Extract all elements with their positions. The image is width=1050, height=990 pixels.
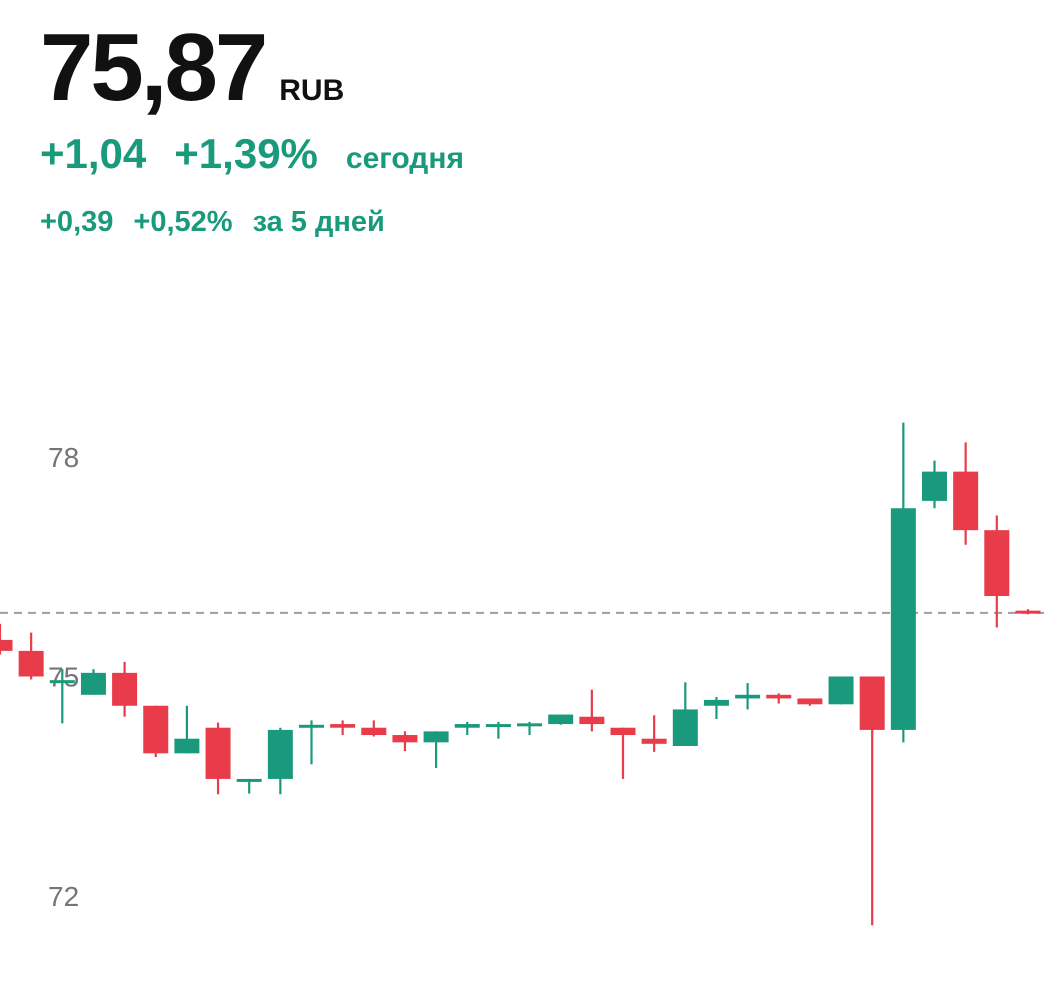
y-tick-label: 72 <box>48 881 79 912</box>
candle[interactable] <box>579 689 605 732</box>
candle[interactable] <box>641 715 667 752</box>
candle[interactable] <box>0 623 13 655</box>
candle-body <box>953 471 979 531</box>
candle-body <box>236 778 262 782</box>
candle[interactable] <box>361 720 387 737</box>
candle[interactable] <box>859 676 885 926</box>
candle[interactable] <box>485 721 511 739</box>
candle[interactable] <box>922 460 947 509</box>
candle-body <box>672 709 698 747</box>
candle-body <box>143 705 169 754</box>
candle[interactable] <box>766 693 792 704</box>
candle-body <box>49 680 75 684</box>
candle[interactable] <box>205 722 231 795</box>
candle-body <box>548 714 574 725</box>
y-tick-label: 75 <box>48 662 79 693</box>
candle[interactable] <box>299 720 324 765</box>
candle-body <box>267 729 293 779</box>
today-change-row: +1,04 +1,39% сегодня <box>40 130 1020 178</box>
candle-body <box>610 727 636 736</box>
candle-body <box>1015 610 1041 614</box>
candle[interactable] <box>548 714 574 725</box>
candle[interactable] <box>890 422 916 743</box>
week-change-label: за 5 дней <box>252 206 385 238</box>
candle[interactable] <box>174 705 200 754</box>
today-change-abs: +1,04 <box>40 130 147 177</box>
candle-body <box>454 724 480 728</box>
candle[interactable] <box>392 731 418 752</box>
quote-header: 75,87 RUB +1,04 +1,39% сегодня +0,39 +0,… <box>40 18 1020 239</box>
candle-body <box>0 639 13 651</box>
candle-body <box>984 530 1010 597</box>
y-tick-label: 78 <box>48 442 79 473</box>
candle-body <box>299 724 324 728</box>
candle-body <box>641 738 667 744</box>
candle-body <box>485 724 511 728</box>
candle-body <box>735 694 761 699</box>
candle[interactable] <box>797 698 823 706</box>
candle-body <box>423 731 449 743</box>
candle-body <box>112 672 138 706</box>
candle-body <box>18 650 44 677</box>
candle-body <box>766 694 792 699</box>
candle[interactable] <box>454 721 480 736</box>
today-change-label: сегодня <box>345 142 464 175</box>
candle-body <box>517 723 543 727</box>
price-row: 75,87 RUB <box>40 18 1020 118</box>
candle[interactable] <box>112 661 138 717</box>
candle[interactable] <box>828 676 854 705</box>
candle-body <box>330 724 356 728</box>
candle[interactable] <box>267 727 293 795</box>
candle[interactable] <box>984 515 1010 628</box>
candle[interactable] <box>953 442 979 545</box>
week-change-pct: +0,52% <box>133 206 233 238</box>
candle[interactable] <box>517 721 543 736</box>
candle[interactable] <box>735 683 761 710</box>
candle[interactable] <box>18 632 44 680</box>
candle-body <box>205 727 231 779</box>
candle[interactable] <box>236 778 262 794</box>
candle[interactable] <box>672 682 698 747</box>
week-change-abs: +0,39 <box>40 206 114 238</box>
candle[interactable] <box>423 731 449 768</box>
candle-body <box>174 738 200 754</box>
candle-body <box>392 735 418 743</box>
today-change-pct: +1,39% <box>174 130 318 177</box>
candle-body <box>890 508 916 730</box>
currency-code: RUB <box>279 74 345 107</box>
candle[interactable] <box>703 696 729 719</box>
candle[interactable] <box>1015 609 1041 615</box>
current-price: 75,87 <box>40 14 268 121</box>
candle[interactable] <box>330 720 356 736</box>
candle-body <box>922 471 947 501</box>
candle-body <box>859 676 885 730</box>
candle[interactable] <box>143 705 169 757</box>
candle-body <box>828 676 854 705</box>
candle[interactable] <box>80 669 106 695</box>
candle-body <box>797 698 823 705</box>
candle-body <box>361 727 387 736</box>
week-change-row: +0,39 +0,52% за 5 дней <box>40 206 1020 239</box>
candle[interactable] <box>610 727 636 779</box>
candle-body <box>703 699 729 706</box>
candle-body <box>579 716 605 725</box>
candle[interactable] <box>49 669 75 724</box>
candle-body <box>80 672 106 695</box>
